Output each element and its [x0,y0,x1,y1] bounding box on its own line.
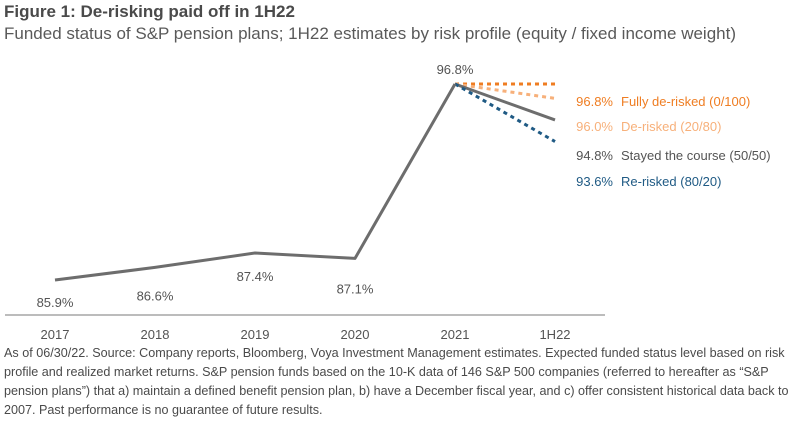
x-tick-label: 2018 [141,327,170,342]
projection-line-3 [454,82,556,122]
data-label: 87.1% [337,281,374,296]
x-tick-label: 2021 [441,327,470,342]
x-tick-label: 1H22 [539,327,570,342]
x-tick-label: 2017 [41,327,70,342]
legend-value: 96.0% [576,119,613,134]
projection-line-2 [454,82,556,100]
legend-value: 93.6% [576,174,613,189]
data-label: 87.4% [237,269,274,284]
legend-label: Fully de-risked (0/100) [621,94,750,109]
chart-title: Figure 1: De-risking paid off in 1H22 [4,2,295,21]
projection-line-4 [454,82,556,143]
legend-label: De-risked (20/80) [621,119,721,134]
x-tick-label: 2019 [241,327,270,342]
footnote: As of 06/30/22. Source: Company reports,… [4,346,789,417]
data-label: 96.8% [437,62,474,77]
legend-value: 96.8% [576,94,613,109]
line-chart: 2017 2018 2019 2020 2021 1H22 85.9% 86.6% 87.4% 8… [5,62,771,342]
data-label: 86.6% [137,288,174,303]
legend-label: Re-risked (80/20) [621,174,721,189]
historical-line [54,83,457,282]
data-label: 85.9% [37,295,74,310]
x-tick-label: 2020 [341,327,370,342]
chart-subtitle: Funded status of S&P pension plans; 1H22… [4,24,737,43]
legend-label: Stayed the course (50/50) [621,148,771,163]
legend-value: 94.8% [576,148,613,163]
